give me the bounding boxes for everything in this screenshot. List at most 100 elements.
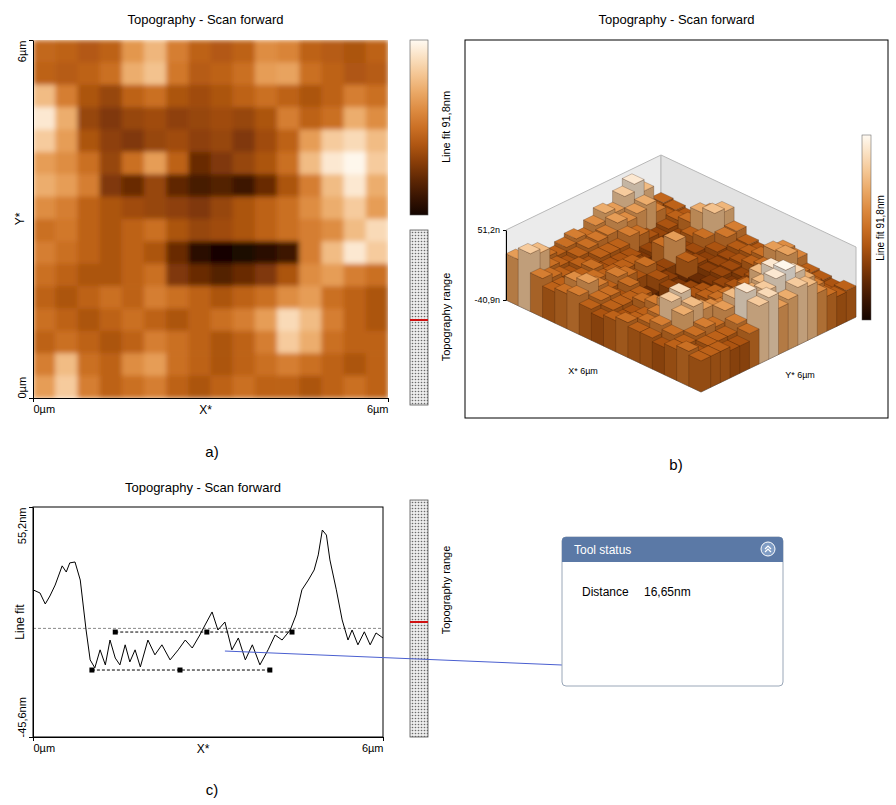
height-cell [33,62,56,85]
range-bar [410,500,428,737]
axis-line [33,508,34,738]
height-cell [144,130,167,153]
height-cell [100,241,123,264]
measure-point [267,668,272,673]
surface-top [776,289,798,299]
height-cell [233,174,256,197]
height-cell [55,40,78,63]
height-cell [100,62,123,85]
surface-top [584,215,606,225]
tick-mark [33,398,34,402]
height-cell [233,309,256,332]
surface-top [776,245,798,255]
height-cell [299,62,322,85]
height-cell [188,107,211,130]
surface-top [705,242,727,252]
height-cell [144,107,167,130]
height-cell [122,331,145,354]
height-cell [255,197,278,220]
height-cell [277,85,300,108]
tick: -40,9n [474,295,506,305]
height-cell [344,353,367,376]
height-cell [55,264,78,287]
tick: 0µm [34,737,56,754]
height-cell [55,331,78,354]
height-cell [188,85,211,108]
height-cell [188,241,211,264]
surface-top [764,268,786,278]
height-cell [233,241,256,264]
height-cell [255,152,278,175]
height-cell [166,376,189,398]
z-axis: -40,9n51,2n [474,225,506,305]
height-cell [299,264,322,287]
axis-line [506,231,507,301]
height-cell [211,219,234,242]
height-cell [321,264,344,287]
surface-top [593,203,615,213]
height-cell [166,130,189,153]
height-cell [77,309,100,332]
tick: -45,6nm [16,697,33,737]
measure-point [89,668,94,673]
measure-point [113,630,118,635]
height-cell [55,62,78,85]
range-bar [410,230,428,405]
height-cell [255,353,278,376]
height-cell [55,197,78,220]
height-cell [277,264,300,287]
height-cell [344,152,367,175]
height-cell [55,152,78,175]
profile-line [33,530,383,668]
height-cell [321,107,344,130]
axis-title: X* [199,403,212,417]
tick-mark [383,737,384,741]
surface-top [774,260,796,270]
plot-frame [33,507,383,737]
height-cell [277,353,300,376]
height-cell [211,107,234,130]
height-cell [55,241,78,264]
height-cell [321,152,344,175]
height-cell [366,85,388,108]
colorbar [410,40,428,215]
height-cell [166,197,189,220]
surface-top [634,195,656,205]
height-cell [299,174,322,197]
tool-value: 16,65nm [644,585,691,599]
surface-top [640,327,662,337]
height-cell [77,264,100,287]
measure-point [178,668,183,673]
surface-top [618,276,640,286]
height-cell [77,107,100,130]
height-cell [233,353,256,376]
height-cell [166,152,189,175]
surface-top [757,287,779,297]
surface-top [693,228,715,238]
height-cell [188,353,211,376]
height-cell [277,376,300,398]
axis-line [34,737,384,738]
height-cell [233,286,256,309]
height-cell [366,130,388,153]
height-cell [255,174,278,197]
height-cell [299,376,322,398]
height-cell [233,331,256,354]
height-cell [211,152,234,175]
height-cell [122,197,145,220]
height-cell [122,286,145,309]
height-cell [33,286,56,309]
height-cell [211,376,234,398]
height-cell [55,376,78,398]
height-cell [100,331,123,354]
tick-mark [29,507,33,508]
height-cell [321,174,344,197]
surface-top [530,268,552,278]
height-cell [100,376,123,398]
height-cell [277,309,300,332]
height-cell [188,219,211,242]
height-cell [321,197,344,220]
height-cell [144,174,167,197]
height-cell [299,353,322,376]
height-cell [33,353,56,376]
